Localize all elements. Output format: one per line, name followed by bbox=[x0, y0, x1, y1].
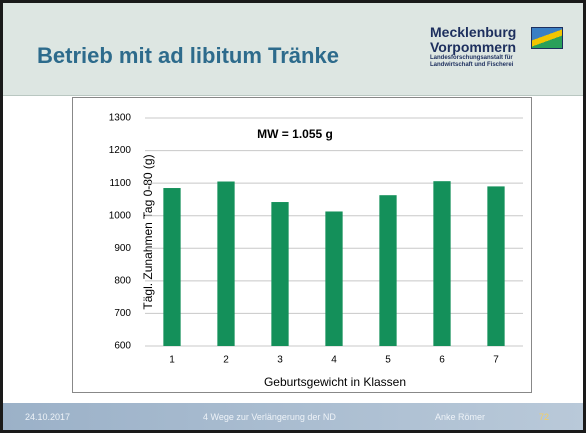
y-tick-label: 1300 bbox=[109, 113, 132, 124]
annotation: MW = 1.055 g bbox=[257, 127, 333, 141]
logo-text: Vorpommern bbox=[430, 39, 517, 55]
x-tick-label: 6 bbox=[439, 355, 445, 366]
header: Betrieb mit ad libitum Tränke Mecklenbur… bbox=[3, 3, 583, 96]
bar bbox=[163, 188, 181, 346]
y-tick-label: 1000 bbox=[109, 210, 132, 221]
bar bbox=[325, 211, 343, 346]
footer-author: Anke Römer bbox=[435, 412, 486, 422]
logo-text: Landwirtschaft und Fischerei bbox=[430, 62, 514, 68]
footer-page: 72 bbox=[539, 412, 550, 422]
x-tick-label: 2 bbox=[223, 355, 229, 366]
footer-topic: 4 Wege zur Verlängerung der ND bbox=[203, 412, 336, 422]
x-tick-label: 7 bbox=[493, 355, 499, 366]
x-tick-label: 3 bbox=[277, 355, 283, 366]
y-tick-label: 1200 bbox=[109, 145, 132, 156]
bar bbox=[433, 181, 451, 346]
bar bbox=[271, 202, 289, 346]
logo-text: Mecklenburg bbox=[430, 24, 517, 40]
footer-date: 24.10.2017 bbox=[25, 412, 71, 422]
x-tick-label: 4 bbox=[331, 355, 337, 366]
x-tick-label: 5 bbox=[385, 355, 391, 366]
y-tick-label: 800 bbox=[114, 275, 131, 286]
bar bbox=[217, 181, 235, 346]
chart-frame: MW = 1.055 g Geburtsgewicht in Klassen T… bbox=[72, 97, 532, 393]
bar bbox=[487, 186, 505, 346]
logo: Mecklenburg Vorpommern Landesforschungsa… bbox=[430, 25, 516, 69]
y-tick-label: 1100 bbox=[109, 178, 131, 189]
y-tick-label: 900 bbox=[114, 243, 131, 254]
chart: MW = 1.055 g Geburtsgewicht in Klassen T… bbox=[109, 113, 523, 389]
footer: 24.10.2017 4 Wege zur Verlängerung der N… bbox=[3, 403, 583, 430]
bar bbox=[379, 195, 397, 346]
y-axis-label: Tägl. Zunahmen Tag 0-80 (g) bbox=[141, 154, 155, 309]
y-tick-label: 600 bbox=[114, 341, 131, 352]
logo-text: Landesforschungsanstalt für bbox=[430, 55, 513, 61]
slide-title: Betrieb mit ad libitum Tränke bbox=[37, 43, 339, 68]
x-tick-label: 1 bbox=[169, 355, 175, 366]
y-tick-label: 700 bbox=[114, 308, 131, 319]
logo-flag bbox=[531, 27, 563, 49]
x-axis-label: Geburtsgewicht in Klassen bbox=[264, 375, 406, 389]
